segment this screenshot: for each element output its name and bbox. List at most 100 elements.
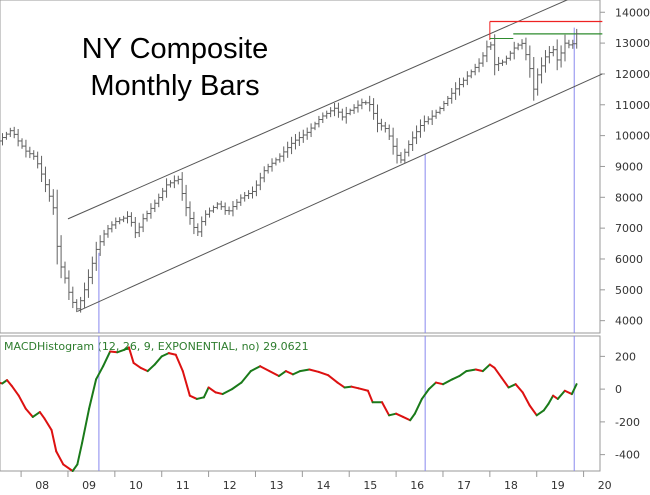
macd-segment [109,350,119,354]
lower-channel-line [77,73,603,312]
chart-subtitle: Monthly Bars [90,70,259,102]
macd-segment [336,381,346,389]
macd-marker-lines [98,336,575,471]
macd-y-ticks: 200 0 -200 -400 [600,350,640,462]
price-marker-lines [98,27,575,333]
x-tick-label: 08 [35,479,49,492]
price-y-ticks: 4000 5000 6000 7000 8000 9000 10000 11000 12000 1… [600,6,650,328]
price-y-tick-label: 13000 [615,37,650,50]
macd-segment [10,384,20,397]
macd-segment [350,385,360,390]
macd-segment [284,370,294,376]
macd-y-tick-label: 0 [615,383,622,396]
macd-segment [88,378,98,410]
macd-segment [308,368,320,373]
macd-segment [76,442,84,466]
macd-segment [563,389,573,396]
macd-segment [153,355,163,366]
macd-segment [327,374,339,384]
macd-segment [102,350,112,368]
price-y-tick-label: 5000 [615,284,643,297]
macd-segment [395,412,405,418]
macd-segment [240,370,252,384]
macd-y-tick-label: -400 [615,449,640,462]
macd-segment [38,411,46,420]
price-y-tick-label: 9000 [615,160,643,173]
macd-segment [366,389,374,404]
macd-segment [451,375,461,381]
x-tick-label: 11 [176,479,190,492]
price-y-tick-label: 10000 [615,130,650,143]
macd-segment [50,429,58,453]
macd-segment [55,450,65,466]
macd-segment [507,383,517,389]
x-tick-label: 15 [363,479,377,492]
x-tick-label: 16 [410,479,424,492]
macd-segment [427,381,437,391]
macd-segment [17,394,27,410]
macd-segment [409,412,416,422]
macd-segment [493,366,503,379]
macd-segment [249,365,262,373]
macd-segment [195,396,205,400]
chart-title: NY Composite [82,33,268,65]
price-y-tick-label: 11000 [615,99,650,112]
price-y-tick-label: 7000 [615,222,643,235]
macd-segment [188,394,198,400]
macd-segment [207,386,217,394]
macd-segment [221,388,234,396]
x-tick-label: 19 [551,479,565,492]
macd-segment [388,412,398,417]
macd-segment [62,463,74,472]
macd-segment [268,370,280,378]
macd-panel-border [0,335,601,472]
x-tick-label: 10 [129,479,143,492]
macd-segment [420,388,430,400]
macd-segment [357,387,369,392]
macd-histogram-line [0,346,578,472]
macd-segment [160,352,170,358]
channel-lines [67,0,603,312]
macd-segment [132,361,142,369]
macd-segment [299,368,311,373]
macd-segment [402,415,412,422]
macd-segment [465,368,477,373]
macd-segment [570,383,578,396]
x-tick-label: 18 [504,479,518,492]
x-tick-label: 14 [316,479,330,492]
x-tick-label: 09 [82,479,96,492]
macd-segment [441,378,454,386]
macd-segment [214,391,224,396]
macd-segment [381,401,391,417]
macd-segment [146,363,156,373]
macd-segment [535,409,545,417]
macd-segment [81,407,91,445]
macd-segment [542,402,550,412]
macd-segment [24,407,34,418]
macd-segment [259,365,271,373]
macd-segment [95,365,105,381]
macd-segment [181,370,191,397]
macd-segment [139,366,149,373]
x-tick-label: 20 [598,479,612,492]
price-y-tick-label: 4000 [615,315,643,328]
price-y-tick-label: 6000 [615,253,643,266]
macd-segment [291,370,301,376]
macd-segment [71,463,79,472]
x-tick-label: 17 [457,479,471,492]
macd-segment [528,404,538,417]
macd-panel: MACDHistogram (12, 26, 9, EXPONENTIAL, n… [0,335,640,472]
price-panel: 4000 5000 6000 7000 8000 9000 10000 11000 12000 1… [0,0,650,334]
price-y-tick-label: 12000 [615,68,650,81]
macd-segment [116,348,126,354]
macd-y-tick-label: -200 [615,416,640,429]
macd-segment [481,363,491,373]
macd-segment [514,383,524,394]
macd-y-tick-label: 200 [615,350,636,363]
macd-label: MACDHistogram (12, 26, 9, EXPONENTIAL, n… [4,340,309,353]
macd-segment [202,386,210,399]
macd-segment [413,397,423,415]
macd-segment [6,379,13,387]
macd-segment [521,391,531,407]
